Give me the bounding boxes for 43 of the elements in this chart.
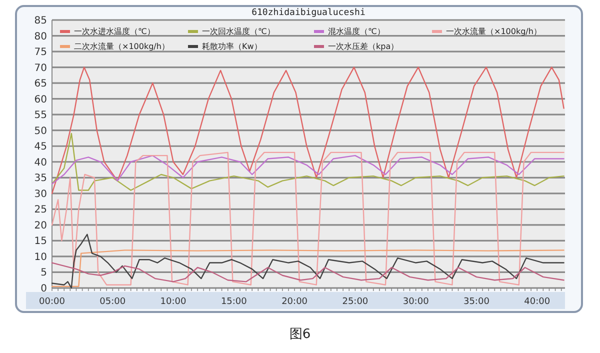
y-tick-label: 35 [34,173,47,184]
x-tick-label: 05:00 [100,297,126,307]
y-tick-label: 10 [34,252,47,263]
y-tick-label: 70 [34,62,47,74]
legend-label: 二次水流量（×100kg/h） [74,42,170,51]
y-tick-label: 50 [34,126,47,137]
y-tick-label: 15 [34,236,47,248]
line-series [51,154,564,185]
legend-label: 一次水压差（kpa） [328,42,399,51]
y-tick-label: 65 [34,78,47,90]
line-series [51,250,564,288]
legend-label: 一次水流量（×100kg/h） [446,27,542,36]
x-tick-label: 10:00 [160,297,187,307]
y-tick-label: 80 [34,31,47,42]
legend-label: 混水温度（℃） [328,27,385,36]
y-tick-label: 75 [34,47,47,58]
y-tick-label: 45 [34,142,47,153]
x-tick-label: 00:00 [39,297,66,307]
y-tick-label: 0 [40,284,47,294]
legend-label: 耗散功率（Kw） [202,42,262,51]
line-series [51,152,564,286]
line-series [51,234,564,289]
chart-title: 610zhidaibigualuceshi [252,8,366,18]
y-tick-label: 30 [34,188,47,200]
line-series [51,132,564,191]
y-tick-label: 25 [34,204,47,216]
x-tick-label: 30:00 [402,297,430,307]
y-tick-label: 20 [34,220,47,232]
y-tick-label: 5 [40,268,47,279]
legend-label: 一次回水温度（℃） [202,27,275,36]
legend-label: 一次水进水温度（℃） [74,27,155,36]
x-tick-label: 35:00 [464,297,490,307]
x-tick-label: 15:00 [220,297,248,307]
line-series [51,66,564,194]
x-tick-label: 20:00 [282,297,308,307]
caption: 图6 [289,327,311,342]
y-tick-label: 60 [34,94,47,106]
line-series [51,262,564,282]
y-tick-label: 40 [34,157,47,168]
y-tick-label: 85 [34,16,47,26]
y-tick-label: 55 [34,110,47,122]
x-tick-label: 25:00 [342,297,368,307]
x-tick-label: 40:00 [524,297,550,307]
